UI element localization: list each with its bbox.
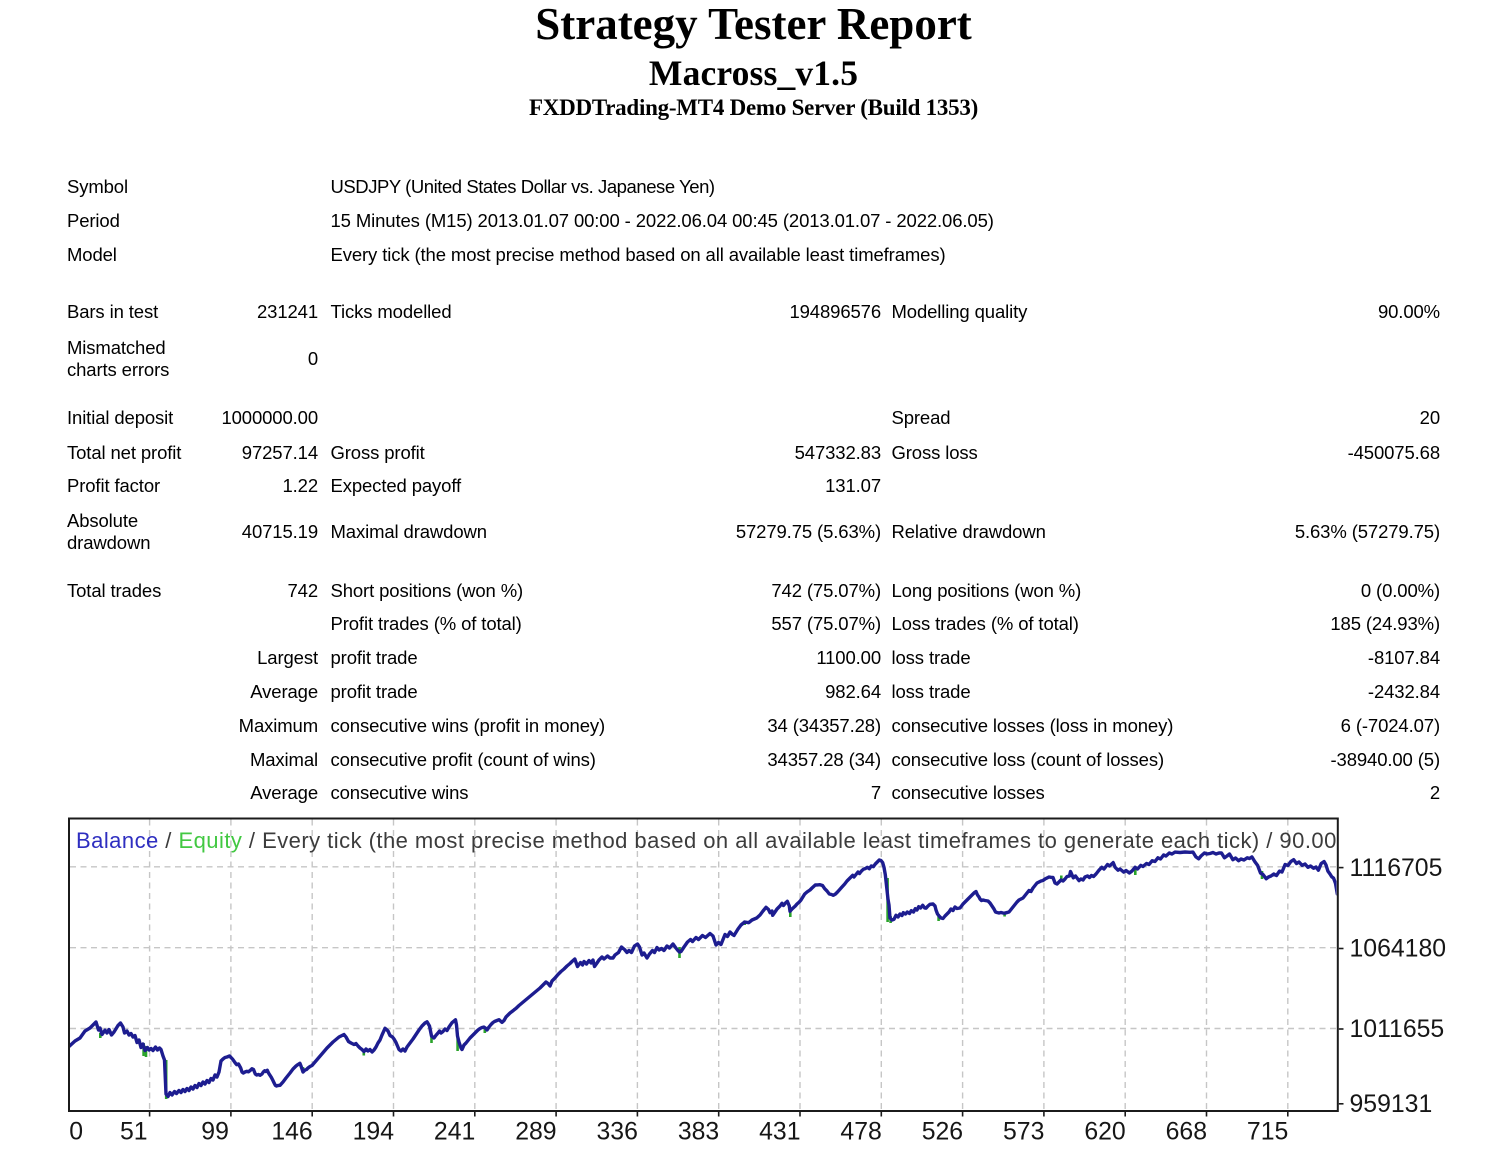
svg-text:1116705: 1116705	[1350, 855, 1443, 882]
svg-text:Balance / Equity / Every tick: Balance / Equity / Every tick (the most …	[76, 828, 1357, 853]
svg-text:51: 51	[120, 1119, 148, 1146]
svg-text:668: 668	[1166, 1119, 1207, 1146]
svg-text:715: 715	[1247, 1119, 1288, 1146]
svg-text:0: 0	[69, 1119, 83, 1146]
svg-text:1011655: 1011655	[1350, 1016, 1445, 1043]
svg-text:478: 478	[840, 1119, 881, 1146]
svg-text:573: 573	[1003, 1119, 1044, 1146]
svg-text:1064180: 1064180	[1350, 936, 1447, 963]
svg-text:336: 336	[597, 1119, 638, 1146]
svg-text:383: 383	[678, 1119, 719, 1146]
svg-text:620: 620	[1084, 1119, 1125, 1146]
svg-text:241: 241	[434, 1119, 475, 1146]
svg-text:431: 431	[759, 1119, 800, 1146]
svg-text:959131: 959131	[1350, 1091, 1433, 1118]
svg-text:99: 99	[201, 1119, 229, 1146]
svg-text:526: 526	[922, 1119, 963, 1146]
svg-text:194: 194	[353, 1119, 395, 1146]
svg-text:289: 289	[515, 1119, 556, 1146]
svg-text:146: 146	[271, 1119, 312, 1146]
